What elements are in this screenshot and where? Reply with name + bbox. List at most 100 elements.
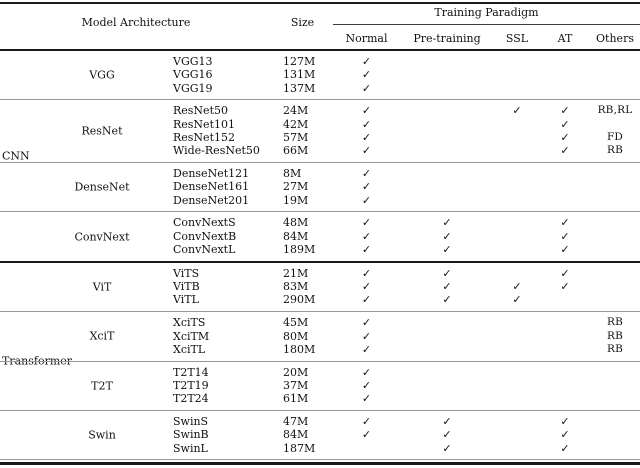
check-at-cell: ✓ bbox=[560, 428, 570, 442]
table-row: DenseNet121 8M ✓ bbox=[0, 167, 640, 180]
col-header-training-paradigm: Training Paradigm bbox=[434, 6, 539, 19]
col-header-model-architecture: Model Architecture bbox=[81, 16, 191, 29]
size-cell: 127M bbox=[283, 55, 316, 68]
family-label: ViT bbox=[92, 280, 112, 294]
family-label: Swin bbox=[88, 428, 116, 442]
table-row: T2T19 37M ✓ bbox=[0, 379, 640, 392]
table-row: SwinB 84M ✓ ✓ ✓ bbox=[0, 428, 640, 441]
check-normal-cell: ✓ bbox=[361, 55, 372, 68]
check-normal-cell: ✓ bbox=[361, 167, 372, 181]
others-cell: FD bbox=[606, 130, 624, 143]
size-cell: 24M bbox=[283, 104, 309, 118]
size-cell: 84M bbox=[283, 428, 309, 442]
check-at-cell: ✓ bbox=[560, 441, 570, 455]
check-ssl-cell: ✓ bbox=[512, 104, 522, 118]
check-normal-cell: ✓ bbox=[361, 81, 372, 95]
check-normal-cell: ✓ bbox=[361, 329, 372, 343]
family-label: ConvNext bbox=[74, 230, 130, 244]
model-name-cell: XciTS bbox=[173, 316, 206, 330]
size-cell: 47M bbox=[283, 415, 309, 429]
size-cell: 45M bbox=[283, 316, 309, 330]
model-name-cell: DenseNet121 bbox=[173, 167, 250, 181]
size-cell: 19M bbox=[283, 193, 309, 207]
family-section-vgg: VGG VGG13 127M ✓ VGG16 131M ✓ VGG19 137M ✓ bbox=[0, 51, 640, 99]
model-group-cnn: CNN VGG VGG13 127M ✓ VGG16 131M ✓ VGG19 137M ✓ ResN… bbox=[0, 51, 640, 263]
table-row: ViTL 290M ✓ ✓ ✓ bbox=[0, 293, 640, 306]
model-name-cell: ViTS bbox=[173, 266, 200, 280]
size-cell: 57M bbox=[283, 130, 309, 144]
model-group-transformer: Transformer ViT ViTS 21M ✓ ✓ ✓ ViTB 83M ✓ ✓ ✓ ✓ ViTL 2… bbox=[0, 263, 640, 460]
size-cell: 61M bbox=[283, 392, 309, 406]
table-row: T2T24 61M ✓ bbox=[0, 392, 640, 405]
model-name-cell: DenseNet161 bbox=[173, 180, 250, 194]
family-section-vit: ViT ViTS 21M ✓ ✓ ✓ ViTB 83M ✓ ✓ ✓ ✓ ViTL 290M ✓ ✓ ✓ bbox=[0, 263, 640, 311]
size-cell: 42M bbox=[283, 117, 309, 131]
check-at-cell: ✓ bbox=[560, 216, 570, 230]
family-section-swin: Swin SwinS 47M ✓ ✓ ✓ SwinB 84M ✓ ✓ ✓ SwinL 187M ✓ ✓ bbox=[0, 410, 640, 459]
check-normal-cell: ✓ bbox=[361, 229, 372, 243]
family-section-resnet: ResNet ResNet50 24M ✓ ✓ ✓ RB,RL ResNet101 42M ✓ ✓ R… bbox=[0, 99, 640, 162]
table-row: VGG19 137M ✓ bbox=[0, 82, 640, 95]
size-cell: 66M bbox=[283, 144, 309, 158]
check-normal-cell: ✓ bbox=[361, 216, 372, 230]
check-at-cell: ✓ bbox=[560, 104, 570, 118]
table-row: ViTB 83M ✓ ✓ ✓ ✓ bbox=[0, 280, 640, 293]
col-header-ssl: SSL bbox=[505, 32, 529, 45]
table-row: ConvNextS 48M ✓ ✓ ✓ bbox=[0, 216, 640, 229]
table-row: DenseNet201 19M ✓ bbox=[0, 194, 640, 207]
model-name-cell: ConvNextS bbox=[173, 216, 236, 230]
check-pretraining-cell: ✓ bbox=[442, 293, 452, 307]
size-cell: 37M bbox=[283, 378, 309, 392]
check-normal-cell: ✓ bbox=[361, 365, 372, 379]
size-cell: 187M bbox=[283, 441, 316, 455]
check-normal-cell: ✓ bbox=[361, 415, 372, 429]
table-row: SwinL 187M ✓ ✓ bbox=[0, 442, 640, 455]
size-cell: 48M bbox=[283, 216, 309, 230]
col-header-others: Others bbox=[596, 32, 634, 45]
check-normal-cell: ✓ bbox=[361, 144, 372, 158]
model-name-cell: ViTL bbox=[173, 293, 199, 307]
check-at-cell: ✓ bbox=[560, 266, 570, 280]
size-cell: 180M bbox=[283, 342, 316, 356]
category-label: CNN bbox=[2, 149, 30, 163]
check-at-cell: ✓ bbox=[560, 130, 570, 144]
table-row: ResNet50 24M ✓ ✓ ✓ RB,RL bbox=[0, 104, 640, 117]
table-row: DenseNet161 27M ✓ bbox=[0, 180, 640, 193]
table-row: T2T14 20M ✓ bbox=[0, 366, 640, 379]
model-name-cell: T2T14 bbox=[173, 365, 209, 379]
check-pretraining-cell: ✓ bbox=[442, 280, 452, 294]
col-header-at: AT bbox=[557, 32, 573, 45]
size-cell: 290M bbox=[283, 293, 316, 307]
check-pretraining-cell: ✓ bbox=[442, 441, 452, 455]
check-at-cell: ✓ bbox=[560, 280, 570, 294]
table-row: ResNet152 57M ✓ ✓ FD bbox=[0, 131, 640, 144]
bottom-rule bbox=[0, 462, 640, 465]
others-cell: RB bbox=[606, 329, 624, 342]
table-row: VGG13 127M ✓ bbox=[0, 55, 640, 68]
table-row: ConvNextL 189M ✓ ✓ ✓ bbox=[0, 243, 640, 256]
model-name-cell: ViTB bbox=[173, 280, 200, 294]
model-name-cell: SwinL bbox=[173, 441, 208, 455]
table-row: XciTS 45M ✓ RB bbox=[0, 316, 640, 329]
family-label: DenseNet bbox=[74, 180, 130, 194]
model-name-cell: ResNet152 bbox=[173, 130, 235, 144]
family-label: VGG bbox=[89, 68, 115, 82]
model-name-cell: VGG19 bbox=[173, 81, 213, 95]
size-cell: 8M bbox=[283, 167, 302, 181]
check-normal-cell: ✓ bbox=[361, 280, 372, 294]
check-normal-cell: ✓ bbox=[361, 266, 372, 280]
table-row: ConvNextB 84M ✓ ✓ ✓ bbox=[0, 230, 640, 243]
model-name-cell: T2T19 bbox=[173, 378, 209, 392]
family-section-t2t: T2T T2T14 20M ✓ T2T19 37M ✓ T2T24 61M ✓ bbox=[0, 360, 640, 410]
check-normal-cell: ✓ bbox=[361, 316, 372, 330]
size-cell: 20M bbox=[283, 365, 309, 379]
table-header: Model Architecture Size Training Paradig… bbox=[0, 0, 640, 51]
model-name-cell: ResNet101 bbox=[173, 117, 235, 131]
family-label: XciT bbox=[89, 329, 115, 343]
model-name-cell: Wide-ResNet50 bbox=[173, 144, 260, 158]
model-name-cell: ConvNextB bbox=[173, 229, 237, 243]
size-cell: 137M bbox=[283, 81, 316, 95]
check-normal-cell: ✓ bbox=[361, 117, 372, 131]
check-normal-cell: ✓ bbox=[361, 378, 372, 392]
